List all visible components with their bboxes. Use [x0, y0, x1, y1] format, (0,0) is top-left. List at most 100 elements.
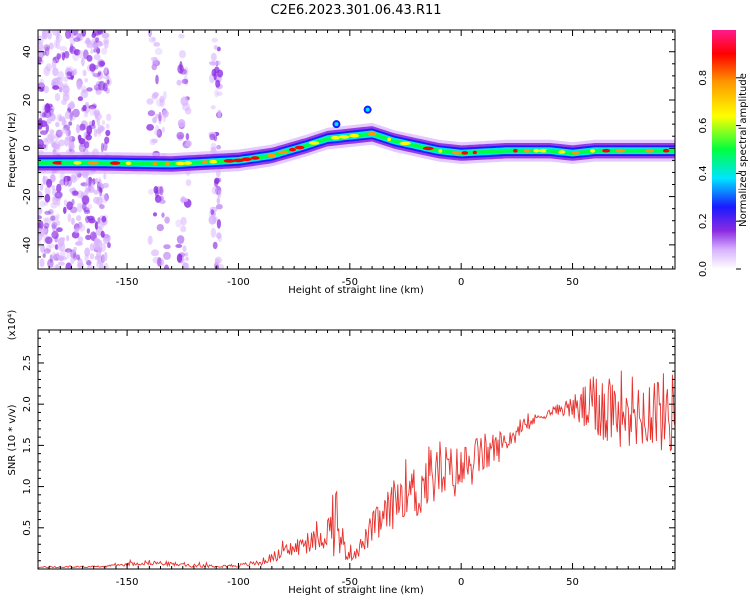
- noise-speckle: [151, 138, 159, 144]
- noise-speckle: [101, 254, 105, 264]
- noise-speckle: [93, 48, 97, 53]
- noise-speckle: [149, 138, 157, 145]
- noise-speckle: [214, 256, 222, 264]
- noise-speckle: [152, 57, 159, 68]
- noise-speckle: [163, 251, 171, 260]
- colorbar-tick-label: 0.4: [698, 165, 709, 181]
- noise-speckle: [62, 85, 70, 94]
- noise-speckle: [56, 53, 62, 60]
- noise-speckle: [99, 188, 103, 193]
- y-tick-label: -20: [22, 188, 33, 204]
- noise-speckle: [70, 249, 77, 259]
- noise-speckle: [40, 244, 46, 253]
- noise-speckle: [76, 81, 82, 90]
- noise-speckle: [57, 237, 65, 247]
- noise-speckle: [214, 88, 219, 98]
- ridge-hotspot: [52, 161, 64, 165]
- noise-speckle: [176, 235, 185, 244]
- noise-speckle: [105, 129, 111, 137]
- colorbar-gradient: [712, 30, 736, 269]
- noise-speckle: [210, 52, 217, 62]
- noise-speckle: [214, 179, 219, 187]
- snr-series-line: [38, 370, 675, 569]
- noise-speckle: [152, 116, 158, 124]
- ridge-hotspot: [137, 161, 150, 166]
- noise-speckle: [176, 79, 182, 86]
- noise-speckle: [154, 47, 163, 56]
- x-tick-label: -50: [342, 277, 358, 288]
- isolated-blob-core: [334, 122, 339, 127]
- noise-speckle: [81, 30, 87, 37]
- noise-speckle: [51, 222, 58, 229]
- noise-speckle: [90, 49, 94, 54]
- noise-speckle: [59, 249, 66, 259]
- noise-speckle: [89, 253, 95, 260]
- ridge-hotspot: [602, 148, 611, 153]
- noise-speckle: [51, 251, 57, 262]
- noise-speckle: [66, 235, 70, 242]
- noise-speckle: [42, 175, 46, 185]
- noise-speckle: [44, 186, 51, 196]
- noise-speckle: [74, 227, 80, 234]
- noise-speckle: [163, 244, 171, 250]
- noise-speckle: [78, 50, 84, 59]
- noise-speckle: [84, 39, 92, 45]
- ridge-hotspot: [209, 159, 218, 164]
- noise-speckle: [84, 253, 89, 262]
- spectrogram-panel: -150 -100 -50 0 50 40 20 0 -20 -40 Height of stra…: [7, 29, 676, 296]
- noise-speckle: [93, 128, 98, 138]
- noise-speckle: [159, 185, 164, 196]
- noise-speckle: [57, 261, 65, 266]
- noise-speckle: [184, 252, 189, 257]
- noise-speckle: [97, 71, 102, 76]
- noise-speckle: [43, 109, 52, 119]
- noise-speckle: [56, 252, 60, 258]
- noise-speckle: [147, 235, 153, 245]
- colorbar-tick-label: 0.2: [698, 213, 709, 229]
- ridge-hotspot: [278, 150, 289, 155]
- noise-speckle: [71, 217, 75, 225]
- noise-speckle: [93, 54, 101, 61]
- noise-speckle: [54, 39, 58, 49]
- noise-speckle: [73, 37, 81, 42]
- noise-speckle: [180, 197, 189, 203]
- ridge-hotspot: [294, 145, 305, 150]
- colorbar-tick-label: 0.8: [698, 70, 709, 86]
- noise-speckle: [148, 188, 154, 195]
- x-tick-label: -100: [227, 277, 250, 288]
- noise-speckle: [94, 111, 99, 119]
- ridge-hotspot: [110, 161, 121, 165]
- noise-speckle: [86, 125, 93, 135]
- ridge-hotspot: [164, 162, 171, 166]
- noise-speckle: [49, 254, 53, 263]
- noise-speckle: [98, 126, 102, 134]
- noise-speckle: [101, 120, 106, 125]
- ridge-hotspot: [338, 135, 350, 139]
- noise-speckle: [45, 244, 52, 253]
- noise-speckle: [156, 258, 165, 267]
- noise-speckle: [163, 264, 170, 269]
- ridge-hotspot: [359, 133, 365, 137]
- y-tick-label: 1.0: [22, 479, 33, 495]
- noise-speckle: [83, 209, 91, 214]
- ridge-hotspot: [387, 137, 391, 142]
- noise-speckle: [76, 215, 82, 222]
- noise-speckle: [86, 87, 93, 92]
- noise-speckle: [63, 82, 69, 89]
- noise-speckle: [64, 176, 68, 187]
- noise-speckle: [52, 85, 60, 90]
- noise-speckle: [82, 202, 87, 211]
- noise-speckle: [56, 30, 61, 37]
- noise-speckle: [103, 234, 111, 242]
- noise-speckle: [67, 139, 74, 150]
- noise-speckle: [69, 115, 76, 121]
- noise-speckle: [56, 213, 60, 220]
- noise-speckle: [161, 126, 166, 133]
- spectrogram-x-label: Height of straight line (km): [288, 285, 424, 296]
- colorbar-tick-label: 0.0: [698, 261, 709, 277]
- x-tick-label: -150: [116, 277, 139, 288]
- noise-speckle: [57, 71, 64, 80]
- noise-speckle: [55, 39, 61, 50]
- colorbar-ticks: 0.0 0.2 0.4 0.6 0.8: [698, 70, 741, 277]
- noise-speckle: [97, 221, 105, 230]
